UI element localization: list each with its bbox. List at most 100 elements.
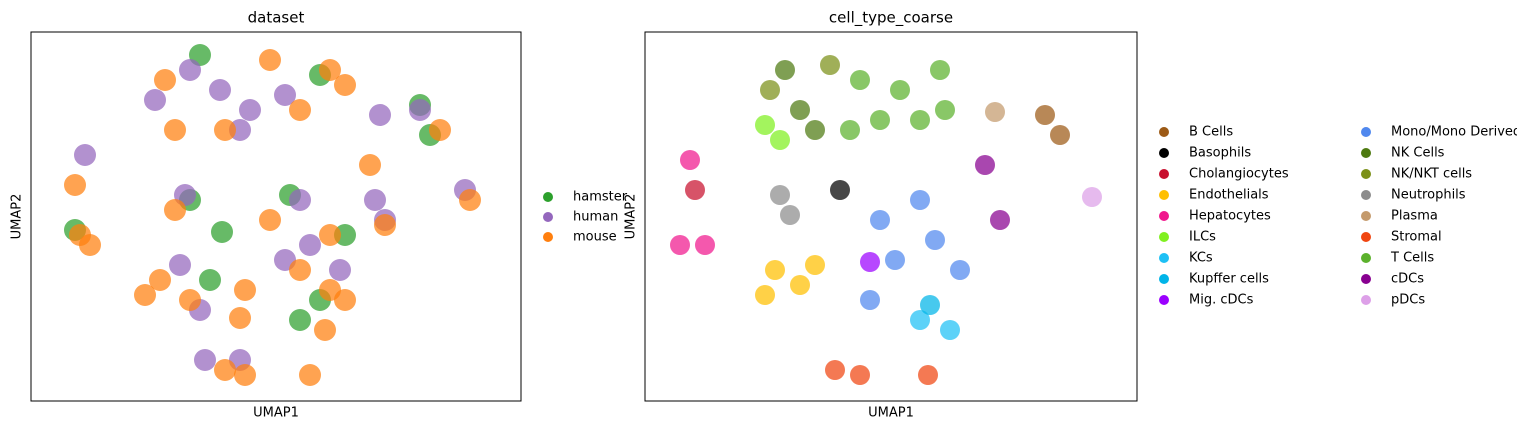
cluster-point bbox=[910, 190, 930, 210]
legend-marker bbox=[1159, 148, 1169, 158]
cluster-point bbox=[274, 84, 296, 106]
legend-marker bbox=[1361, 253, 1371, 263]
cluster-point bbox=[289, 309, 311, 331]
x-axis-label: UMAP1 bbox=[253, 406, 299, 421]
cluster-point bbox=[885, 250, 905, 270]
cluster-point bbox=[334, 74, 356, 96]
cluster-point bbox=[790, 100, 810, 120]
cluster-point bbox=[910, 110, 930, 130]
cluster-point bbox=[74, 144, 96, 166]
cluster-point bbox=[870, 210, 890, 230]
cluster-point bbox=[164, 199, 186, 221]
legend-label: Cholangiocytes bbox=[1189, 167, 1289, 182]
legend-marker bbox=[543, 192, 553, 202]
legend-marker bbox=[1361, 148, 1371, 158]
cluster-point bbox=[850, 365, 870, 385]
legend-label: KCs bbox=[1189, 251, 1213, 266]
y-axis-label: UMAP2 bbox=[624, 194, 639, 240]
cluster-point bbox=[1050, 125, 1070, 145]
cluster-point bbox=[164, 119, 186, 141]
legend-label: Mono/Mono Derived bbox=[1391, 125, 1517, 140]
cluster-point bbox=[214, 359, 236, 381]
cluster-point bbox=[780, 205, 800, 225]
cluster-point bbox=[289, 99, 311, 121]
cluster-point bbox=[154, 69, 176, 91]
cluster-point bbox=[825, 360, 845, 380]
cluster-point bbox=[199, 269, 221, 291]
cluster-point bbox=[805, 120, 825, 140]
cluster-point bbox=[950, 260, 970, 280]
cluster-point bbox=[685, 180, 705, 200]
cluster-point bbox=[920, 295, 940, 315]
cluster-point bbox=[134, 284, 156, 306]
cluster-point bbox=[179, 289, 201, 311]
legend-label: Basophils bbox=[1189, 146, 1251, 161]
cluster-point bbox=[975, 155, 995, 175]
legend-label: mouse bbox=[573, 230, 617, 245]
cluster-point bbox=[755, 115, 775, 135]
legend-label: Kupffer cells bbox=[1189, 272, 1269, 287]
legend-label: ILCs bbox=[1189, 230, 1216, 245]
cluster-point bbox=[755, 285, 775, 305]
cluster-point bbox=[429, 119, 451, 141]
legend-marker bbox=[1361, 190, 1371, 200]
plot-frame bbox=[644, 31, 1138, 402]
cluster-point bbox=[775, 60, 795, 80]
cluster-point bbox=[239, 99, 261, 121]
cluster-point bbox=[990, 210, 1010, 230]
cluster-point bbox=[314, 319, 336, 341]
legend-marker bbox=[1159, 127, 1169, 137]
legend-label: Mig. cDCs bbox=[1189, 293, 1254, 308]
cluster-point bbox=[760, 80, 780, 100]
cluster-point bbox=[830, 180, 850, 200]
cluster-point bbox=[935, 100, 955, 120]
cluster-point bbox=[319, 279, 341, 301]
cluster-point bbox=[850, 70, 870, 90]
cluster-point bbox=[259, 209, 281, 231]
cluster-point bbox=[234, 279, 256, 301]
cluster-point bbox=[918, 365, 938, 385]
cluster-point bbox=[259, 49, 281, 71]
cluster-point bbox=[329, 259, 351, 281]
cluster-point bbox=[229, 307, 251, 329]
cluster-point bbox=[409, 99, 431, 121]
cluster-point bbox=[69, 224, 91, 246]
cluster-point bbox=[680, 150, 700, 170]
plot-frame bbox=[30, 31, 522, 402]
legend-marker bbox=[1361, 274, 1371, 284]
cluster-point bbox=[319, 59, 341, 81]
cluster-point bbox=[299, 364, 321, 386]
legend-label: Hepatocytes bbox=[1189, 209, 1271, 224]
cluster-point bbox=[890, 80, 910, 100]
cluster-point bbox=[1035, 105, 1055, 125]
cluster-point bbox=[144, 89, 166, 111]
cluster-point bbox=[214, 119, 236, 141]
cluster-point bbox=[930, 60, 950, 80]
cluster-point bbox=[299, 234, 321, 256]
legend-marker bbox=[1361, 127, 1371, 137]
legend-label: hamster bbox=[573, 190, 628, 205]
cluster-point bbox=[359, 154, 381, 176]
cluster-point bbox=[870, 110, 890, 130]
legend-label: B Cells bbox=[1189, 125, 1233, 140]
legend-marker bbox=[1159, 232, 1169, 242]
legend-marker bbox=[1159, 274, 1169, 284]
cluster-point bbox=[289, 259, 311, 281]
cluster-point bbox=[860, 290, 880, 310]
legend-label: Endothelials bbox=[1189, 188, 1269, 203]
cluster-point bbox=[149, 269, 171, 291]
cluster-point bbox=[910, 310, 930, 330]
cluster-point bbox=[790, 275, 810, 295]
chart-title: cell_type_coarse bbox=[829, 9, 953, 28]
chart-title: dataset bbox=[248, 9, 305, 27]
legend-marker bbox=[1361, 295, 1371, 305]
cluster-point bbox=[209, 79, 231, 101]
cluster-point bbox=[985, 102, 1005, 122]
legend-marker bbox=[1159, 253, 1169, 263]
legend-label: Stromal bbox=[1391, 230, 1442, 245]
cluster-point bbox=[860, 252, 880, 272]
cluster-point bbox=[64, 174, 86, 196]
legend-marker bbox=[1361, 232, 1371, 242]
legend-marker bbox=[1159, 169, 1169, 179]
cluster-point bbox=[1082, 187, 1102, 207]
